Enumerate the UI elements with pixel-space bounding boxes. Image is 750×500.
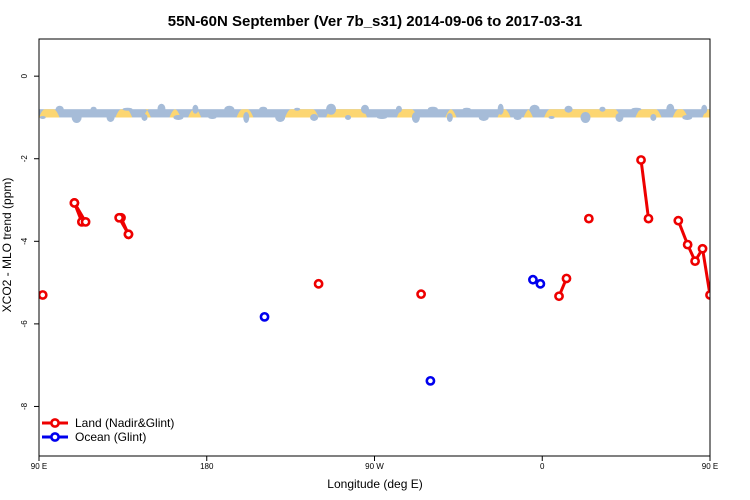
ocean-inlet <box>615 112 624 122</box>
ocean-inlet <box>326 103 337 115</box>
x-tick-label: 180 <box>200 462 214 471</box>
series-layer <box>39 155 710 386</box>
data-point <box>39 290 48 300</box>
ocean-inlet <box>360 104 369 114</box>
series-line <box>639 159 650 219</box>
data-point <box>425 375 436 386</box>
data-point <box>535 278 546 289</box>
ocean-inlet <box>275 112 286 122</box>
ocean-inlet <box>529 104 540 114</box>
ocean-inlet <box>564 105 573 113</box>
ocean-inlet <box>513 114 522 120</box>
land-patch <box>719 109 738 117</box>
ocean-inlet <box>122 107 133 111</box>
ocean-inlet <box>141 113 148 121</box>
data-point <box>643 213 654 224</box>
ocean-inlet <box>650 113 657 121</box>
ocean-inlet <box>682 114 693 120</box>
x-tick-label: 90 W <box>365 462 384 471</box>
data-point <box>313 278 324 289</box>
data-point <box>69 198 80 208</box>
ocean-inlet <box>39 115 46 119</box>
data-point <box>114 212 125 223</box>
y-tick-label: 0 <box>20 73 29 78</box>
data-point <box>673 215 684 226</box>
x-tick-label: 90 E <box>31 462 47 471</box>
x-axis-label: Longitude (deg E) <box>327 477 422 491</box>
ocean-inlet <box>462 107 471 111</box>
data-point <box>123 229 134 240</box>
land-patch <box>39 109 60 118</box>
ocean-inlet <box>157 103 166 115</box>
ocean-inlet <box>446 112 453 122</box>
ocean-inlet <box>548 115 555 119</box>
chart-title: 55N-60N September (Ver 7b_s31) 2014-09-0… <box>168 13 582 30</box>
ocean-inlet <box>376 115 387 119</box>
y-tick-label: -8 <box>20 402 29 410</box>
ocean-inlet <box>666 103 675 115</box>
ocean-inlet <box>497 103 504 115</box>
land-patch <box>326 109 368 118</box>
land-patch <box>672 109 688 118</box>
ocean-band <box>39 109 710 118</box>
ocean-inlet <box>106 112 115 122</box>
data-point <box>690 256 700 267</box>
ocean-inlet <box>259 106 268 112</box>
ocean-inlet <box>173 114 184 120</box>
ocean-inlet <box>310 113 319 121</box>
ocean-inlet <box>208 115 217 119</box>
land-patch <box>523 109 533 118</box>
ocean-inlet <box>599 106 606 112</box>
ocean-inlet <box>55 105 64 113</box>
ocean-inlet <box>701 104 708 114</box>
series-land <box>39 155 710 302</box>
plot-area <box>38 38 738 457</box>
ocean-inlet <box>345 114 352 120</box>
land-patch <box>115 109 133 118</box>
data-point <box>80 217 91 227</box>
data-point <box>697 243 708 254</box>
land-mask-band <box>39 103 738 123</box>
legend: Land (Nadir&Glint)Ocean (Glint) <box>42 416 174 444</box>
y-tick-label: -2 <box>20 155 29 163</box>
data-point <box>528 274 538 285</box>
legend-marker <box>50 432 60 442</box>
data-point <box>682 239 693 250</box>
data-point <box>259 311 270 322</box>
land-patch <box>702 109 710 118</box>
y-axis: 0 -2 -4 -6 -8 <box>20 73 39 410</box>
ocean-inlet <box>224 105 235 113</box>
ocean-inlet <box>192 104 199 114</box>
y-tick-label: -4 <box>20 237 29 245</box>
ocean-inlet <box>631 107 642 111</box>
ocean-inlet <box>294 107 301 111</box>
legend-label: Land (Nadir&Glint) <box>75 416 174 430</box>
land-patch <box>635 109 662 118</box>
ocean-inlet <box>71 111 82 123</box>
ocean-inlet <box>478 113 489 121</box>
data-point <box>705 290 710 300</box>
series-ocean <box>259 274 546 386</box>
ocean-inlet <box>580 111 591 123</box>
y-tick-label: -6 <box>20 320 29 328</box>
data-point <box>636 155 646 165</box>
legend-marker <box>50 418 60 428</box>
legend-label: Ocean (Glint) <box>75 430 146 444</box>
ocean-inlet <box>90 106 97 112</box>
plot-frame <box>38 38 711 457</box>
x-tick-label: 0 <box>540 462 545 471</box>
ocean-inlet <box>395 105 402 113</box>
data-point <box>416 289 426 300</box>
ocean-inlet <box>427 106 438 112</box>
x-tick-label: 90 E <box>702 462 718 471</box>
y-axis-label: XCO2 - MLO trend (ppm) <box>0 178 14 313</box>
data-point <box>561 273 572 284</box>
ocean-inlet <box>411 111 420 123</box>
data-point <box>554 291 564 302</box>
land-patch <box>285 109 319 118</box>
ocean-inlet <box>243 111 250 123</box>
data-point <box>583 213 594 224</box>
